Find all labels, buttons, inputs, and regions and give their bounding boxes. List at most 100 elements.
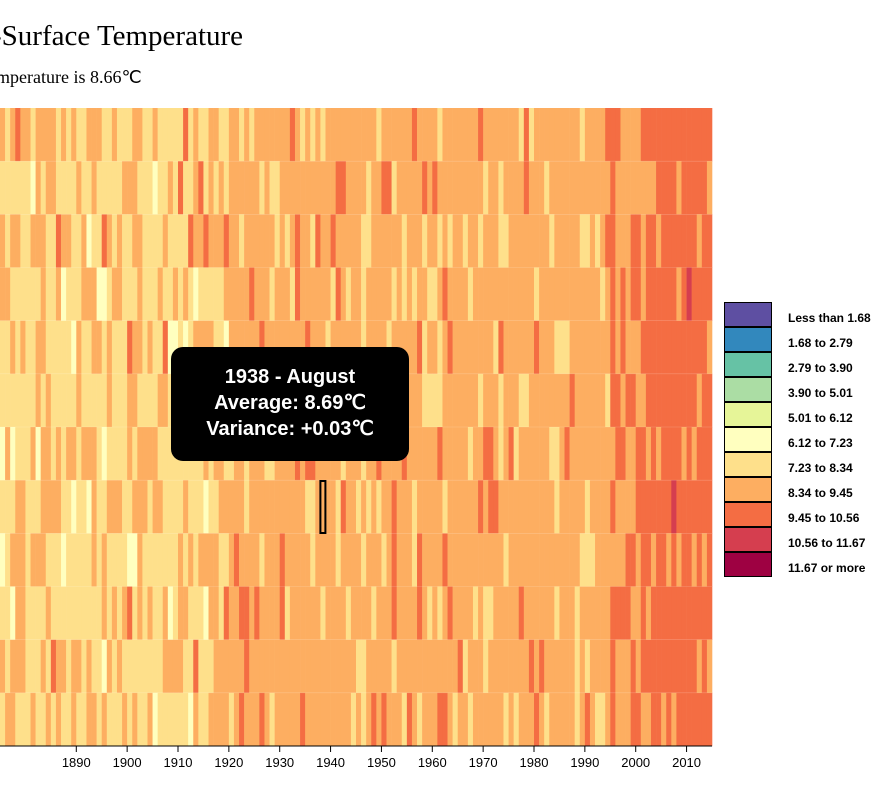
heatmap-cell[interactable] bbox=[25, 373, 31, 428]
heatmap-cell[interactable] bbox=[544, 692, 550, 747]
heatmap-cell[interactable] bbox=[20, 533, 26, 587]
heatmap-cell[interactable] bbox=[330, 639, 336, 694]
heatmap-cell[interactable] bbox=[350, 692, 357, 747]
heatmap-cell[interactable] bbox=[437, 161, 443, 215]
heatmap-cell[interactable] bbox=[167, 320, 174, 375]
heatmap-cell[interactable] bbox=[666, 427, 672, 481]
heatmap-cell[interactable] bbox=[91, 639, 97, 694]
heatmap-cell[interactable] bbox=[498, 267, 504, 321]
heatmap-cell[interactable] bbox=[371, 586, 377, 640]
heatmap-cell[interactable] bbox=[427, 533, 433, 587]
heatmap-cell[interactable] bbox=[706, 267, 713, 321]
heatmap-cell[interactable] bbox=[106, 320, 113, 375]
heatmap-cell[interactable] bbox=[249, 267, 255, 321]
heatmap-cell[interactable] bbox=[127, 108, 133, 162]
heatmap-cell[interactable] bbox=[66, 108, 72, 162]
heatmap-cell[interactable] bbox=[269, 214, 275, 268]
heatmap-cell[interactable] bbox=[595, 586, 601, 640]
heatmap-cell[interactable] bbox=[656, 267, 662, 321]
heatmap-cell[interactable] bbox=[35, 692, 41, 747]
heatmap-cell[interactable] bbox=[564, 480, 570, 534]
heatmap-cell[interactable] bbox=[233, 639, 240, 694]
heatmap-cell[interactable] bbox=[630, 320, 637, 375]
heatmap-cell[interactable] bbox=[147, 267, 153, 321]
heatmap-cell[interactable] bbox=[300, 161, 306, 215]
heatmap-cell[interactable] bbox=[696, 161, 703, 215]
heatmap-cell[interactable] bbox=[554, 373, 560, 428]
heatmap-cell[interactable] bbox=[340, 586, 347, 640]
heatmap-cell[interactable] bbox=[396, 533, 403, 587]
heatmap-cell[interactable] bbox=[467, 692, 474, 747]
heatmap-cell[interactable] bbox=[340, 108, 347, 162]
heatmap-cell[interactable] bbox=[417, 214, 423, 268]
heatmap-cell[interactable] bbox=[630, 108, 637, 162]
heatmap-cell[interactable] bbox=[127, 533, 133, 587]
heatmap-cell[interactable] bbox=[376, 480, 382, 534]
heatmap-cell[interactable] bbox=[305, 480, 311, 534]
heatmap-cell[interactable] bbox=[167, 692, 174, 747]
heatmap-cell[interactable] bbox=[661, 586, 667, 640]
heatmap-cell[interactable] bbox=[610, 480, 616, 534]
heatmap-cell[interactable] bbox=[335, 161, 342, 215]
heatmap-cell[interactable] bbox=[666, 214, 672, 268]
heatmap-cell[interactable] bbox=[427, 108, 433, 162]
heatmap-cell[interactable] bbox=[605, 108, 611, 162]
heatmap-cell[interactable] bbox=[116, 161, 123, 215]
heatmap-cell[interactable] bbox=[528, 373, 535, 428]
heatmap-cell[interactable] bbox=[493, 427, 499, 481]
heatmap-cell[interactable] bbox=[452, 373, 459, 428]
heatmap-cell[interactable] bbox=[122, 214, 128, 268]
heatmap-cell[interactable] bbox=[55, 639, 62, 694]
heatmap-cell[interactable] bbox=[472, 586, 479, 640]
heatmap-cell[interactable] bbox=[61, 639, 67, 694]
heatmap-cell[interactable] bbox=[417, 533, 423, 587]
heatmap-cell[interactable] bbox=[10, 214, 16, 268]
heatmap-cell[interactable] bbox=[86, 267, 92, 321]
heatmap-cell[interactable] bbox=[213, 639, 219, 694]
heatmap-cell[interactable] bbox=[666, 320, 672, 375]
heatmap-cell[interactable] bbox=[218, 586, 225, 640]
heatmap-cell[interactable] bbox=[55, 480, 62, 534]
heatmap-cell[interactable] bbox=[208, 267, 214, 321]
heatmap-cell[interactable] bbox=[198, 161, 204, 215]
heatmap-cell[interactable] bbox=[142, 108, 148, 162]
heatmap-cell[interactable] bbox=[40, 214, 47, 268]
heatmap-cell[interactable] bbox=[696, 692, 703, 747]
heatmap-cell[interactable] bbox=[650, 161, 657, 215]
heatmap-cell[interactable] bbox=[508, 639, 514, 694]
heatmap-cell[interactable] bbox=[422, 214, 428, 268]
heatmap-cell[interactable] bbox=[5, 320, 11, 375]
heatmap-cell[interactable] bbox=[371, 267, 377, 321]
heatmap-cell[interactable] bbox=[549, 267, 555, 321]
heatmap-cell[interactable] bbox=[579, 480, 586, 534]
heatmap-cell[interactable] bbox=[686, 373, 692, 428]
heatmap-cell[interactable] bbox=[640, 267, 647, 321]
heatmap-cell[interactable] bbox=[111, 427, 118, 481]
heatmap-cell[interactable] bbox=[671, 320, 677, 375]
heatmap-cell[interactable] bbox=[462, 214, 469, 268]
heatmap-cell[interactable] bbox=[498, 161, 504, 215]
heatmap-cell[interactable] bbox=[40, 480, 47, 534]
heatmap-cell[interactable] bbox=[0, 161, 6, 215]
heatmap-cell[interactable] bbox=[645, 586, 652, 640]
heatmap-cell[interactable] bbox=[462, 108, 469, 162]
heatmap-cell[interactable] bbox=[25, 586, 31, 640]
heatmap-cell[interactable] bbox=[584, 533, 591, 587]
heatmap-cell[interactable] bbox=[656, 427, 662, 481]
heatmap-cell[interactable] bbox=[559, 108, 565, 162]
heatmap-cell[interactable] bbox=[5, 586, 11, 640]
heatmap-cell[interactable] bbox=[183, 161, 189, 215]
heatmap-cell[interactable] bbox=[0, 639, 6, 694]
heatmap-cell[interactable] bbox=[544, 427, 550, 481]
heatmap-cell[interactable] bbox=[213, 214, 219, 268]
heatmap-cell[interactable] bbox=[157, 373, 164, 428]
heatmap-cell[interactable] bbox=[244, 214, 250, 268]
heatmap-cell[interactable] bbox=[81, 108, 87, 162]
heatmap-cell[interactable] bbox=[620, 267, 626, 321]
heatmap-cell[interactable] bbox=[269, 586, 275, 640]
heatmap-cell[interactable] bbox=[427, 692, 433, 747]
heatmap-cell[interactable] bbox=[111, 533, 118, 587]
heatmap-cell[interactable] bbox=[345, 214, 352, 268]
heatmap-cell[interactable] bbox=[554, 427, 560, 481]
heatmap-cell[interactable] bbox=[71, 373, 77, 428]
